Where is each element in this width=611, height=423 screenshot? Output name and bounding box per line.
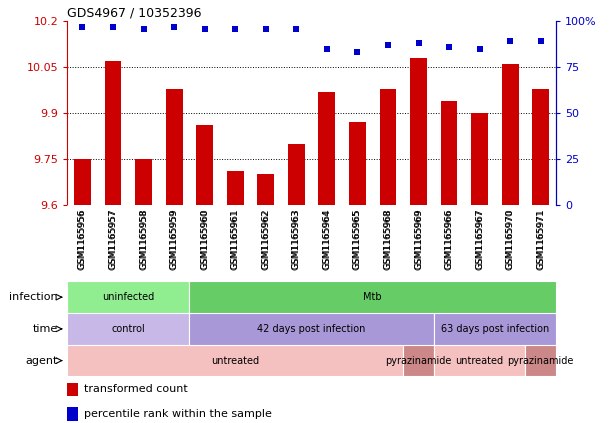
Text: GSM1165966: GSM1165966 — [445, 209, 453, 270]
Text: uninfected: uninfected — [102, 292, 155, 302]
Text: GSM1165970: GSM1165970 — [506, 209, 514, 270]
Bar — [502, 64, 519, 205]
Bar — [67, 345, 403, 376]
Text: untreated: untreated — [211, 356, 259, 365]
Point — [475, 45, 485, 52]
Point — [169, 23, 179, 30]
Point — [230, 25, 240, 32]
Text: GSM1165967: GSM1165967 — [475, 209, 484, 270]
Text: GSM1165959: GSM1165959 — [170, 209, 178, 270]
Text: GSM1165964: GSM1165964 — [323, 209, 331, 269]
Point — [108, 23, 118, 30]
Bar — [288, 144, 305, 205]
Point — [383, 42, 393, 49]
Bar — [434, 313, 556, 345]
Point — [261, 25, 271, 32]
Text: 42 days post infection: 42 days post infection — [257, 324, 366, 334]
Point — [536, 38, 546, 45]
Text: GSM1165965: GSM1165965 — [353, 209, 362, 270]
Bar — [379, 88, 397, 205]
Bar — [67, 407, 78, 420]
Bar — [471, 113, 488, 205]
Bar — [104, 61, 122, 205]
Text: pyrazinamide: pyrazinamide — [386, 356, 452, 365]
Bar — [532, 88, 549, 205]
Text: GSM1165956: GSM1165956 — [78, 209, 87, 270]
Point — [444, 44, 454, 50]
Point — [78, 23, 87, 30]
Point — [291, 25, 301, 32]
Text: 63 days post infection: 63 days post infection — [441, 324, 549, 334]
Text: GSM1165971: GSM1165971 — [536, 209, 545, 270]
Bar — [67, 382, 78, 396]
Bar — [525, 345, 556, 376]
Bar — [135, 159, 152, 205]
Text: GSM1165957: GSM1165957 — [109, 209, 117, 270]
Bar — [434, 345, 525, 376]
Point — [322, 45, 332, 52]
Bar — [189, 281, 556, 313]
Text: GSM1165968: GSM1165968 — [384, 209, 392, 270]
Bar — [349, 122, 366, 205]
Bar — [67, 281, 189, 313]
Bar — [227, 171, 244, 205]
Text: GSM1165963: GSM1165963 — [292, 209, 301, 270]
Text: GSM1165960: GSM1165960 — [200, 209, 209, 270]
Bar — [67, 313, 189, 345]
Bar — [410, 58, 427, 205]
Text: GSM1165961: GSM1165961 — [231, 209, 240, 270]
Bar — [196, 125, 213, 205]
Text: GSM1165969: GSM1165969 — [414, 209, 423, 270]
Bar — [318, 92, 335, 205]
Text: pyrazinamide: pyrazinamide — [508, 356, 574, 365]
Bar — [74, 159, 91, 205]
Bar — [189, 313, 434, 345]
Text: percentile rank within the sample: percentile rank within the sample — [84, 409, 272, 419]
Bar — [441, 101, 458, 205]
Point — [200, 25, 210, 32]
Text: Mtb: Mtb — [364, 292, 382, 302]
Text: agent: agent — [26, 356, 58, 365]
Point — [414, 40, 423, 47]
Text: GDS4967 / 10352396: GDS4967 / 10352396 — [67, 7, 202, 20]
Text: control: control — [111, 324, 145, 334]
Bar — [166, 88, 183, 205]
Bar — [257, 174, 274, 205]
Text: infection: infection — [9, 292, 58, 302]
Text: transformed count: transformed count — [84, 385, 188, 395]
Text: untreated: untreated — [456, 356, 503, 365]
Point — [505, 38, 515, 45]
Bar — [403, 345, 434, 376]
Text: GSM1165962: GSM1165962 — [262, 209, 270, 269]
Point — [353, 49, 362, 56]
Text: time: time — [33, 324, 58, 334]
Text: GSM1165958: GSM1165958 — [139, 209, 148, 270]
Point — [139, 25, 148, 32]
